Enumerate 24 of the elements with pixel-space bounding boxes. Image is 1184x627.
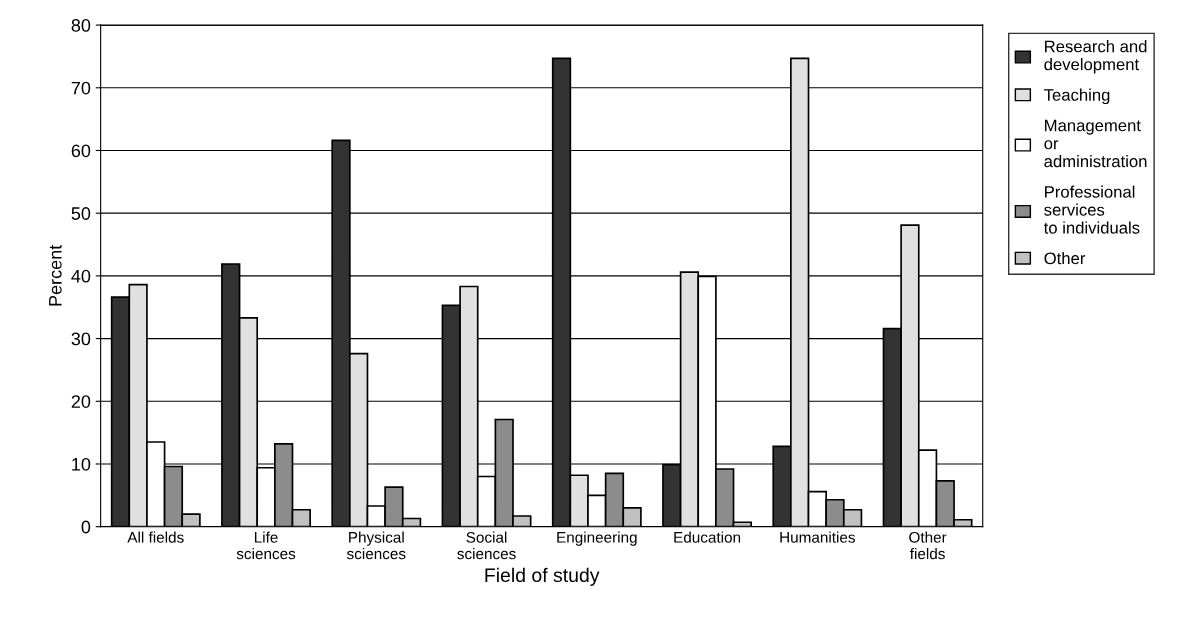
legend-label: Research and development [1044,40,1147,74]
y-axis-title: Percent [49,244,62,306]
x-tick-label: All fields [127,531,184,543]
y-tick-label: 50 [71,207,91,220]
x-tick-label: Education [674,531,741,543]
x-tick-label: Social sciences [457,531,516,560]
y-tick-label: 80 [71,19,91,32]
legend-label: Management or administration [1044,119,1147,168]
y-tick-label: 0 [81,520,91,534]
x-tick-label: Other fields [909,531,947,560]
x-tick-label: Humanities [780,531,855,543]
legend-label: Teaching [1044,88,1110,105]
y-tick-label: 70 [71,81,91,95]
x-tick-label: Physical sciences [347,531,406,560]
y-tick-label: 60 [71,144,91,158]
y-tick-label: 20 [71,395,91,408]
y-tick-label: 10 [72,457,91,471]
legend-label: Professional services to individuals [1043,185,1140,234]
x-tick-label: Engineering [557,531,637,546]
y-tick-label: 30 [71,332,91,346]
y-tick-label: 40 [71,269,91,283]
x-axis-title: Field of study [485,567,600,586]
legend-label: Other [1044,251,1086,265]
x-tick-label: Life sciences [236,531,296,560]
